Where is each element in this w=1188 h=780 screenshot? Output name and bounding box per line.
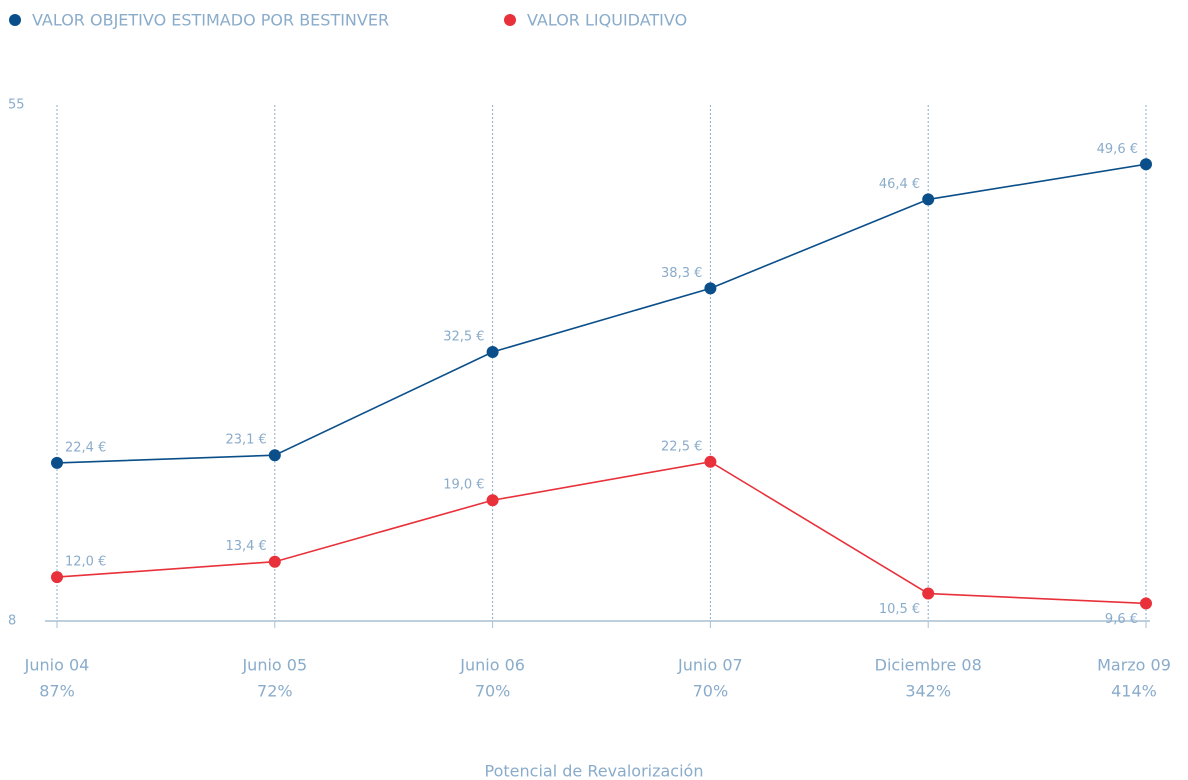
legend-marker xyxy=(9,14,21,26)
data-point xyxy=(486,494,499,507)
x-tick-sublabel: 87% xyxy=(39,682,75,701)
data-label: 19,0 € xyxy=(443,478,484,493)
legend-label: VALOR OBJETIVO ESTIMADO POR BESTINVER xyxy=(32,11,389,30)
data-label: 46,4 € xyxy=(879,177,920,192)
series-line xyxy=(56,460,1147,605)
x-tick-label: Junio 04 xyxy=(24,656,90,675)
data-point xyxy=(704,455,717,468)
data-label: 10,5 € xyxy=(879,602,920,617)
y-tick-label: 55 xyxy=(8,98,25,113)
data-label: 22,5 € xyxy=(661,439,702,454)
data-label: 12,0 € xyxy=(65,555,106,570)
x-tick-label: Marzo 09 xyxy=(1097,656,1171,675)
data-point xyxy=(486,346,499,359)
data-label: 23,1 € xyxy=(225,433,266,448)
data-point xyxy=(268,555,281,568)
x-tick-label: Diciembre 08 xyxy=(875,656,982,675)
data-label: 49,6 € xyxy=(1097,142,1138,157)
legend-label: VALOR LIQUIDATIVO xyxy=(527,11,687,30)
data-point xyxy=(1140,597,1152,610)
series-line xyxy=(56,163,1147,464)
data-point xyxy=(268,449,281,462)
x-tick-label: Junio 07 xyxy=(677,656,743,675)
x-tick-label: Junio 05 xyxy=(241,656,307,675)
data-point xyxy=(1140,158,1152,171)
data-point xyxy=(704,282,717,295)
data-point xyxy=(51,456,63,469)
x-tick-sublabel: 70% xyxy=(693,682,729,701)
data-label: 13,4 € xyxy=(225,539,266,554)
data-label: 9,6 € xyxy=(1105,612,1138,627)
x-tick-sublabel: 342% xyxy=(905,682,951,701)
x-tick-label: Junio 06 xyxy=(459,656,525,675)
legend-marker xyxy=(504,14,516,26)
x-axis-label: Potencial de Revalorización xyxy=(485,762,704,780)
data-label: 32,5 € xyxy=(443,330,484,345)
x-tick-sublabel: 72% xyxy=(257,682,293,701)
data-point xyxy=(51,571,63,584)
data-point xyxy=(922,587,935,600)
y-tick-label: 8 xyxy=(8,614,16,629)
x-tick-sublabel: 70% xyxy=(475,682,511,701)
data-point xyxy=(922,193,935,206)
data-label: 22,4 € xyxy=(65,440,106,455)
data-label: 38,3 € xyxy=(661,266,702,281)
x-tick-sublabel: 414% xyxy=(1111,682,1157,701)
